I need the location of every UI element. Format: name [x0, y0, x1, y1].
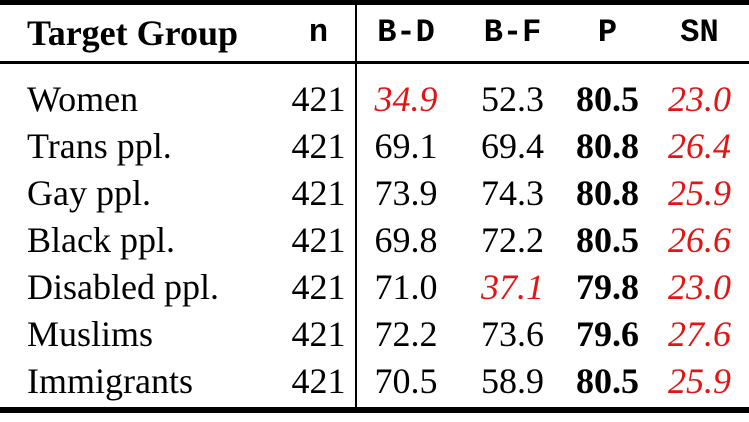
b-f-cell: 58.9: [481, 360, 544, 401]
target-group-cell: Disabled ppl.: [27, 266, 219, 307]
sn-cell: 25.9: [668, 172, 731, 213]
table-header-row: Target Group n B-D B-F P SN: [0, 5, 749, 61]
column-header-n: n: [308, 14, 329, 51]
b-d-cell: 69.1: [374, 125, 438, 166]
b-d-cell: 73.9: [374, 172, 438, 213]
sn-cell: 25.9: [668, 360, 731, 401]
p-cell: 80.5: [576, 360, 639, 401]
b-d-cell: 69.8: [374, 219, 438, 260]
sn-cell: 23.0: [668, 78, 731, 119]
bottom-rule: [0, 407, 749, 413]
n-cell: 421: [291, 172, 346, 213]
b-f-cell: 52.3: [481, 78, 544, 119]
column-header-target-group: Target Group: [27, 13, 239, 53]
p-cell: 80.5: [576, 219, 639, 260]
table-row: Immigrants 421 70.5 58.9 80.5 25.9: [0, 357, 749, 404]
target-group-cell: Muslims: [27, 313, 154, 354]
n-cell: 421: [291, 78, 346, 119]
table-row: Gay ppl. 421 73.9 74.3 80.8 25.9: [0, 169, 749, 216]
b-d-cell: 71.0: [374, 266, 438, 307]
b-f-cell: 37.1: [481, 266, 544, 307]
top-rule: [0, 0, 749, 5]
target-group-cell: Black ppl.: [27, 219, 175, 260]
table-row: Muslims 421 72.2 73.6 79.6 27.6: [0, 310, 749, 357]
column-header-b-f: B-F: [483, 14, 542, 51]
sn-cell: 26.4: [668, 125, 731, 166]
target-group-cell: Trans ppl.: [27, 125, 172, 166]
b-d-cell: 70.5: [374, 360, 438, 401]
column-header-sn: SN: [680, 14, 719, 51]
target-group-cell: Women: [27, 78, 139, 119]
p-cell: 79.8: [576, 266, 639, 307]
column-header-p: P: [597, 14, 618, 51]
table-row: Disabled ppl. 421 71.0 37.1 79.8 23.0: [0, 263, 749, 310]
sn-cell: 26.6: [668, 219, 731, 260]
target-group-cell: Gay ppl.: [27, 172, 151, 213]
n-cell: 421: [291, 313, 346, 354]
b-f-cell: 73.6: [481, 313, 544, 354]
p-cell: 80.8: [576, 125, 639, 166]
n-cell: 421: [291, 360, 346, 401]
header-rule: [0, 61, 749, 64]
column-divider: [355, 5, 357, 407]
b-d-cell: 72.2: [374, 313, 438, 354]
table-row: Trans ppl. 421 69.1 69.4 80.8 26.4: [0, 122, 749, 169]
target-group-cell: Immigrants: [27, 360, 193, 401]
table-row: Women 421 34.9 52.3 80.5 23.0: [0, 75, 749, 122]
sn-cell: 23.0: [668, 266, 731, 307]
b-f-cell: 69.4: [481, 125, 544, 166]
n-cell: 421: [291, 125, 346, 166]
p-cell: 80.5: [576, 78, 639, 119]
p-cell: 80.8: [576, 172, 639, 213]
b-f-cell: 74.3: [481, 172, 544, 213]
n-cell: 421: [291, 219, 346, 260]
p-cell: 79.6: [576, 313, 639, 354]
n-cell: 421: [291, 266, 346, 307]
column-header-b-d: B-D: [377, 14, 435, 51]
b-d-cell: 34.9: [374, 78, 438, 119]
table-body: Women 421 34.9 52.3 80.5 23.0 Trans ppl.…: [0, 75, 749, 404]
table-row: Black ppl. 421 69.8 72.2 80.5 26.6: [0, 216, 749, 263]
sn-cell: 27.6: [668, 313, 731, 354]
b-f-cell: 72.2: [481, 219, 544, 260]
